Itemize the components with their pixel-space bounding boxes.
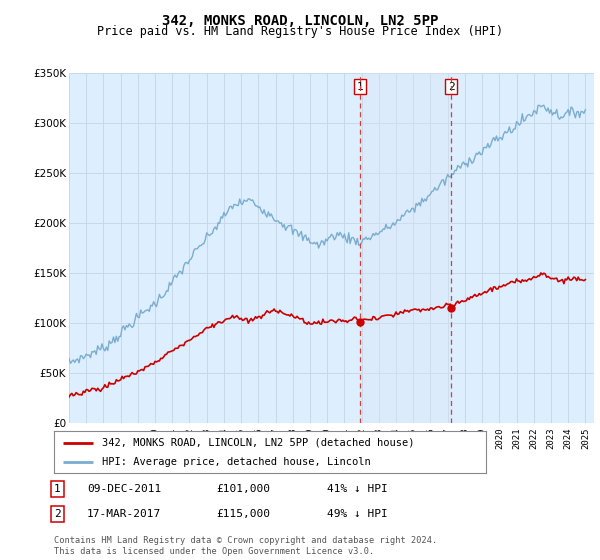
Text: 1: 1	[54, 484, 61, 494]
Text: Contains HM Land Registry data © Crown copyright and database right 2024.
This d: Contains HM Land Registry data © Crown c…	[54, 536, 437, 556]
Text: 342, MONKS ROAD, LINCOLN, LN2 5PP: 342, MONKS ROAD, LINCOLN, LN2 5PP	[162, 14, 438, 28]
Text: Price paid vs. HM Land Registry's House Price Index (HPI): Price paid vs. HM Land Registry's House …	[97, 25, 503, 38]
Text: 49% ↓ HPI: 49% ↓ HPI	[327, 509, 388, 519]
Text: 41% ↓ HPI: 41% ↓ HPI	[327, 484, 388, 494]
Text: 2: 2	[54, 509, 61, 519]
Bar	[360, 73, 451, 423]
Text: HPI: Average price, detached house, Lincoln: HPI: Average price, detached house, Linc…	[101, 457, 370, 467]
Text: 17-MAR-2017: 17-MAR-2017	[87, 509, 161, 519]
Text: 1: 1	[357, 82, 364, 91]
Text: £101,000: £101,000	[216, 484, 270, 494]
Text: 09-DEC-2011: 09-DEC-2011	[87, 484, 161, 494]
Text: 2: 2	[448, 82, 455, 91]
Text: 342, MONKS ROAD, LINCOLN, LN2 5PP (detached house): 342, MONKS ROAD, LINCOLN, LN2 5PP (detac…	[101, 437, 414, 447]
Text: £115,000: £115,000	[216, 509, 270, 519]
